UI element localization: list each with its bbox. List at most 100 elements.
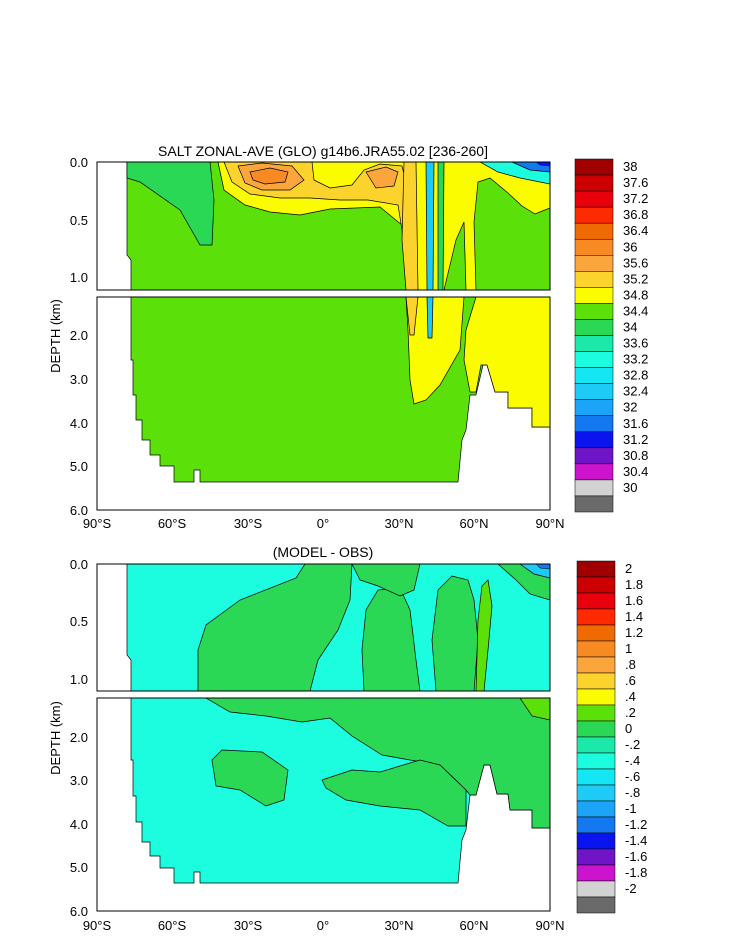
colorbar-label: 33.2 (623, 352, 648, 367)
colorbar-swatch (574, 431, 614, 449)
colorbar-swatch (576, 736, 616, 754)
salt-ytick-6.0: 6.0 (70, 503, 88, 518)
colorbar-label: 31.2 (623, 432, 648, 447)
diff-xtick-60n: 60°N (459, 918, 488, 933)
colorbar-label: -.4 (625, 753, 640, 768)
diff-xtick-90s: 90°S (83, 918, 112, 933)
colorbar-label: -1.8 (625, 865, 647, 880)
salt-ytick-2.0: 2.0 (70, 328, 88, 343)
diff-ytick-0.0: 0.0 (70, 557, 88, 572)
salt-x-ticks: 90°S 60°S 30°S 0° 30°N 60°N 90°N (83, 516, 565, 531)
salt-lower-region-35.2-med (405, 297, 419, 336)
salt-region-35.2 (223, 162, 417, 290)
colorbar-label: 34.8 (623, 287, 648, 302)
colorbar-swatch (576, 688, 616, 706)
colorbar-swatch (574, 447, 614, 465)
colorbar-label: .4 (625, 689, 636, 704)
diff-y-ticks: 0.0 0.5 1.0 2.0 3.0 4.0 5.0 6.0 (70, 557, 88, 919)
diff-region-surface-0 (351, 564, 421, 597)
diff-xtick-60s: 60°S (158, 918, 187, 933)
diff-xtick-30s: 30°S (234, 918, 263, 933)
colorbar-swatch (574, 206, 614, 224)
colorbar-label: 36 (623, 239, 637, 254)
colorbar-swatch (574, 287, 614, 304)
colorbar-label: 34 (623, 319, 637, 334)
colorbar-swatch (574, 351, 614, 368)
diff-lower-region-0-north (205, 698, 550, 829)
salt-lower-region-35-med (405, 297, 465, 405)
colorbar-label: -1.2 (625, 817, 647, 832)
salt-ytick-1.0: 1.0 (70, 270, 88, 285)
colorbar-label: 32 (623, 400, 637, 415)
colorbar-swatch (574, 415, 614, 433)
colorbar-label: 34.4 (623, 303, 648, 318)
colorbar-label: 31.6 (623, 416, 648, 431)
colorbar-swatch (574, 255, 614, 272)
colorbar-swatch (576, 768, 616, 786)
colorbar-swatch (574, 463, 614, 481)
salt-region-arctic-freshest (535, 162, 550, 167)
diff-region-arctic-neg2 (535, 564, 550, 570)
diff-title: (MODEL - OBS) (273, 544, 374, 560)
colorbar-label: .6 (625, 673, 636, 688)
colorbar-label: -1 (625, 801, 637, 816)
colorbar-swatch (576, 672, 616, 690)
colorbar-swatch (576, 864, 616, 882)
salt-xtick-0: 0° (317, 516, 329, 531)
salt-ytick-3.0: 3.0 (70, 372, 88, 387)
diff-lower-region-0.2 (519, 698, 550, 721)
colorbar-label: -.8 (625, 785, 640, 800)
salt-xtick-60n: 60°N (459, 516, 488, 531)
colorbar-label: 1.4 (625, 609, 643, 624)
colorbar-swatch (574, 367, 614, 384)
salt-xtick-90n: 90°N (535, 516, 564, 531)
salt-xtick-30n: 30°N (384, 516, 413, 531)
diff-lower-field (130, 698, 550, 884)
salt-lower-region-35 (463, 297, 550, 428)
diff-panel: (MODEL - OBS) 0.0 0.5 1.0 2.0 3.0 (48, 544, 647, 933)
colorbar-label: 1.8 (625, 577, 643, 592)
diff-xtick-90n: 90°N (535, 918, 564, 933)
diff-ytick-3.0: 3.0 (70, 773, 88, 788)
colorbar-swatch (576, 576, 616, 594)
colorbar-swatch (576, 832, 616, 850)
diff-xtick-30n: 30°N (384, 918, 413, 933)
colorbar-label: 37.2 (623, 191, 648, 206)
colorbar-swatch (574, 190, 614, 208)
colorbar-swatch (574, 158, 614, 176)
colorbar-label: -1.6 (625, 849, 647, 864)
diff-upper-frame (96, 563, 551, 692)
colorbar-label: 30.4 (623, 464, 648, 479)
colorbar-label: 37.6 (623, 175, 648, 190)
diff-ytick-0.5: 0.5 (70, 614, 88, 629)
colorbar-label: 30 (623, 480, 637, 495)
salt-region-fresh-strip2 (437, 162, 445, 290)
colorbar-swatch (576, 592, 616, 610)
diff-ytick-1.0: 1.0 (70, 672, 88, 687)
colorbar-swatch (574, 495, 614, 513)
salt-region-34.0-sub (126, 162, 215, 246)
diff-upper-field (126, 564, 550, 691)
salt-xtick-90s: 90°S (83, 516, 112, 531)
colorbar-swatch (574, 335, 614, 352)
salt-xtick-30s: 30°S (234, 516, 263, 531)
colorbar-label: 32.8 (623, 368, 648, 383)
salt-ylabel: DEPTH (km) (48, 299, 63, 373)
salt-region-36 (249, 167, 289, 185)
colorbar-swatch (574, 399, 614, 416)
colorbar-label: -.6 (625, 769, 640, 784)
colorbar-swatch (576, 704, 616, 722)
diff-lower-frame (96, 697, 551, 912)
colorbar-swatch (576, 880, 616, 898)
diff-ylabel: DEPTH (km) (48, 701, 63, 775)
diff-x-ticks: 90°S 60°S 30°S 0° 30°N 60°N 90°N (83, 918, 565, 933)
colorbar-label: 1.2 (625, 625, 643, 640)
colorbar-swatch (574, 479, 614, 497)
diff-lower-region-0-mid (211, 749, 289, 807)
salt-title: SALT ZONAL-AVE (GLO) g14b6.JRA55.02 [236… (158, 143, 488, 159)
colorbar-swatch (576, 560, 616, 578)
colorbar-label: .2 (625, 705, 636, 720)
salt-xtick-60s: 60°S (158, 516, 187, 531)
